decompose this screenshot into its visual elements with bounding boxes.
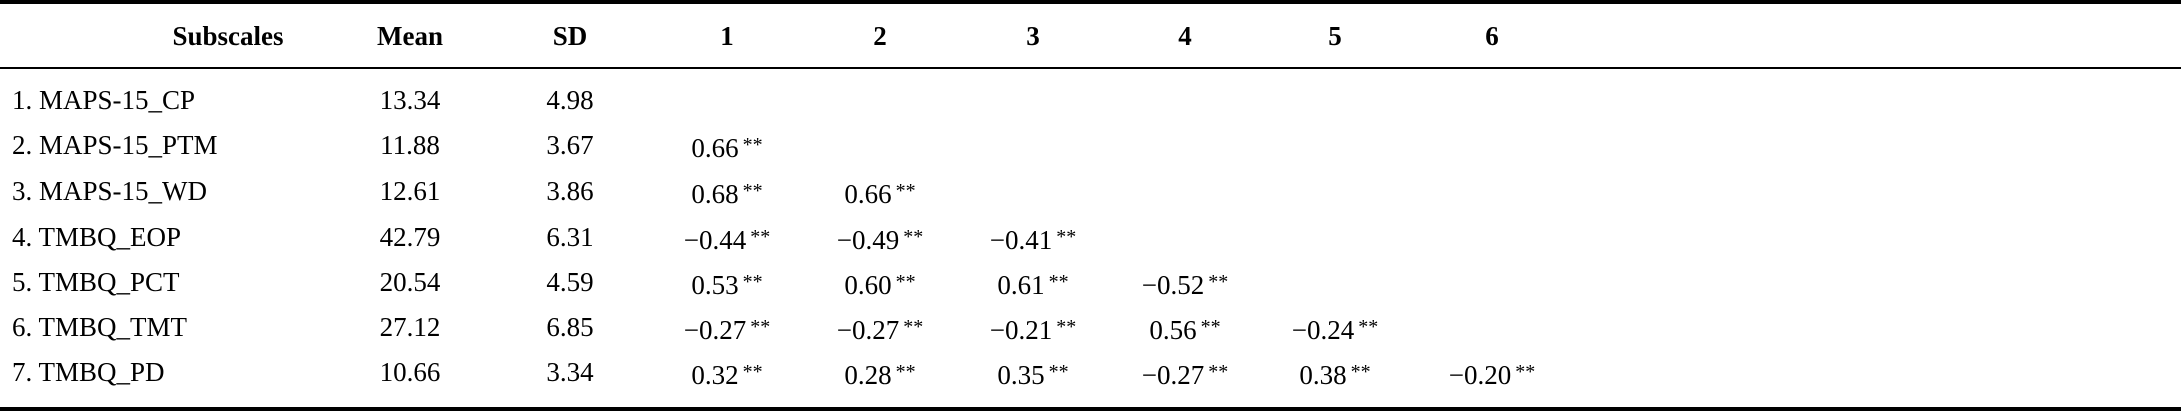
column-header: 1 (720, 21, 734, 51)
correlation-cell: 0.35 ** (997, 356, 1068, 391)
correlation-cell: −0.21 ** (990, 311, 1076, 346)
correlation-cell: −0.49 ** (837, 221, 923, 256)
correlation-cell: 0.60 ** (844, 266, 915, 301)
column-header: 5 (1328, 21, 1342, 51)
row-label: 7. TMBQ_PD (12, 357, 165, 387)
correlation-value: 0.66 (844, 179, 892, 209)
mean-value: 10.66 (379, 357, 441, 387)
significance-marker: ** (1208, 271, 1229, 293)
column-header: SD (552, 21, 588, 51)
correlation-value: 0.66 (691, 133, 739, 163)
significance-marker: ** (895, 361, 916, 383)
correlation-value: −0.49 (836, 225, 900, 255)
column-header: 6 (1485, 21, 1499, 51)
column-header: Subscales (172, 21, 284, 51)
correlation-value: −0.27 (1141, 360, 1205, 390)
row-label: 2. MAPS-15_PTM (12, 130, 218, 160)
correlation-cell: −0.24 ** (1292, 311, 1378, 346)
mean-value: 12.61 (379, 176, 441, 206)
correlation-cell: −0.27 ** (1142, 356, 1228, 391)
bottom-rule (0, 407, 2181, 411)
correlation-cell: 0.38 ** (1299, 356, 1370, 391)
column-header: Mean (377, 21, 443, 51)
correlation-value: 0.68 (691, 179, 739, 209)
correlation-value: −0.27 (683, 315, 747, 345)
correlation-cell: 0.56 ** (1149, 311, 1220, 346)
row-label: 3. MAPS-15_WD (12, 176, 208, 206)
column-header: 4 (1178, 21, 1192, 51)
significance-marker: ** (1200, 316, 1221, 338)
correlation-value: 0.32 (691, 360, 739, 390)
correlation-value: 0.53 (691, 270, 739, 300)
top-rule (0, 0, 2181, 4)
significance-marker: ** (742, 180, 763, 202)
significance-marker: ** (1048, 361, 1069, 383)
row-label: 1. MAPS-15_CP (12, 85, 196, 115)
mean-value: 42.79 (379, 222, 441, 252)
significance-marker: ** (1056, 226, 1077, 248)
correlation-value: 0.28 (844, 360, 892, 390)
correlation-value: 0.35 (997, 360, 1045, 390)
correlation-cell: −0.27 ** (837, 311, 923, 346)
correlation-value: 0.60 (844, 270, 892, 300)
correlation-cell: 0.68 ** (691, 175, 762, 210)
column-header: 3 (1026, 21, 1040, 51)
sd-value: 3.34 (546, 357, 594, 387)
correlation-cell: 0.66 ** (844, 175, 915, 210)
mean-value: 13.34 (379, 85, 441, 115)
significance-marker: ** (1515, 361, 1536, 383)
significance-marker: ** (742, 134, 763, 156)
correlation-value: −0.41 (989, 225, 1053, 255)
correlation-cell: 0.32 ** (691, 356, 762, 391)
row-label: 5. TMBQ_PCT (12, 267, 180, 297)
significance-marker: ** (742, 271, 763, 293)
header-rule (0, 67, 2181, 69)
significance-marker: ** (750, 226, 771, 248)
correlation-cell: −0.20 ** (1449, 356, 1535, 391)
row-label: 4. TMBQ_EOP (12, 222, 182, 252)
correlation-cell: 0.53 ** (691, 266, 762, 301)
correlation-value: −0.44 (683, 225, 747, 255)
significance-marker: ** (1048, 271, 1069, 293)
column-header: 2 (873, 21, 887, 51)
significance-marker: ** (1350, 361, 1371, 383)
correlation-cell: −0.52 ** (1142, 266, 1228, 301)
significance-marker: ** (750, 316, 771, 338)
sd-value: 6.31 (546, 222, 594, 252)
significance-marker: ** (1208, 361, 1229, 383)
correlation-value: −0.27 (836, 315, 900, 345)
significance-marker: ** (742, 361, 763, 383)
significance-marker: ** (903, 226, 924, 248)
correlation-value: 0.38 (1299, 360, 1347, 390)
sd-value: 4.59 (546, 267, 594, 297)
correlation-value: 0.56 (1149, 315, 1197, 345)
correlation-value: 0.61 (997, 270, 1045, 300)
significance-marker: ** (903, 316, 924, 338)
sd-value: 3.67 (546, 130, 594, 160)
mean-value: 11.88 (380, 130, 440, 160)
mean-value: 20.54 (379, 267, 441, 297)
correlation-cell: 0.28 ** (844, 356, 915, 391)
correlation-value: −0.52 (1141, 270, 1205, 300)
row-label: 6. TMBQ_TMT (12, 312, 188, 342)
mean-value: 27.12 (379, 312, 441, 342)
correlation-cell: 0.61 ** (997, 266, 1068, 301)
sd-value: 6.85 (546, 312, 594, 342)
significance-marker: ** (1358, 316, 1379, 338)
correlation-value: −0.21 (989, 315, 1053, 345)
correlation-value: −0.24 (1291, 315, 1355, 345)
correlation-cell: −0.44 ** (684, 221, 770, 256)
correlation-cell: −0.27 ** (684, 311, 770, 346)
significance-marker: ** (1056, 316, 1077, 338)
sd-value: 4.98 (546, 85, 594, 115)
correlation-value: −0.20 (1448, 360, 1512, 390)
correlation-cell: −0.41 ** (990, 221, 1076, 256)
significance-marker: ** (895, 180, 916, 202)
significance-marker: ** (895, 271, 916, 293)
sd-value: 3.86 (546, 176, 594, 206)
correlation-cell: 0.66 ** (691, 129, 762, 164)
